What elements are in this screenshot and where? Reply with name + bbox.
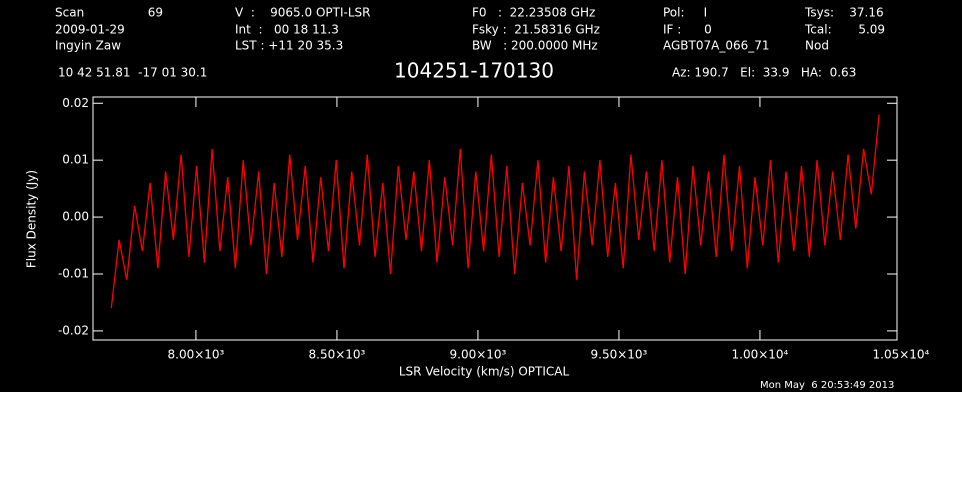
coordinates: 10 42 51.81 -17 01 30.1 [58,66,207,80]
plot-background [0,0,962,392]
header-text: Fsky : 21.58316 GHz [472,23,600,37]
header-text: Int : 00 18 11.3 [235,23,339,37]
header-text: F0 : 22.23508 GHz [472,6,595,20]
plot-frame [92,96,898,341]
x-tick-label: 9.00×10³ [450,348,507,362]
header-text: V : 9065.0 OPTI-LSR [235,6,370,20]
x-tick-label: 1.00×10⁴ [732,348,789,362]
header-text: 2009-01-29 [55,23,125,37]
chart-title: 104251-170130 [394,59,554,83]
header-text: Scan [55,6,84,20]
header-text: LST : +11 20 35.3 [235,39,343,53]
header-text: Tsys: 37.16 [804,6,884,20]
timestamp: Mon May 6 20:53:49 2013 [760,380,894,391]
az-el: Az: 190.7 El: 33.9 HA: 0.63 [672,66,856,80]
spectrum-line [110,114,880,309]
header-text: 69 [148,6,163,20]
header-text: Ingyin Zaw [55,39,121,53]
x-tick-label: 9.50×10³ [591,348,648,362]
y-tick-label: 0.00 [62,210,89,224]
header-text: Tcal: 5.09 [804,23,885,37]
y-tick-label: -0.02 [58,323,89,337]
x-axis-label: LSR Velocity (km/s) OPTICAL [399,365,570,379]
header-text: Pol: I [663,6,707,20]
y-tick-label: -0.01 [58,266,89,280]
y-tick-label: 0.01 [62,153,89,167]
header-text: Nod [805,39,829,53]
x-tick-label: 8.50×10³ [309,348,366,362]
x-tick-label: 1.05×10⁴ [873,348,930,362]
header-text: BW : 200.0000 MHz [472,39,598,53]
x-tick-label: 8.00×10³ [168,348,225,362]
header-text: IF : 0 [663,23,712,37]
y-axis-label: Flux Density (Jy) [25,170,39,268]
y-tick-label: 0.02 [62,96,89,110]
header-text: AGBT07A_066_71 [663,39,770,53]
